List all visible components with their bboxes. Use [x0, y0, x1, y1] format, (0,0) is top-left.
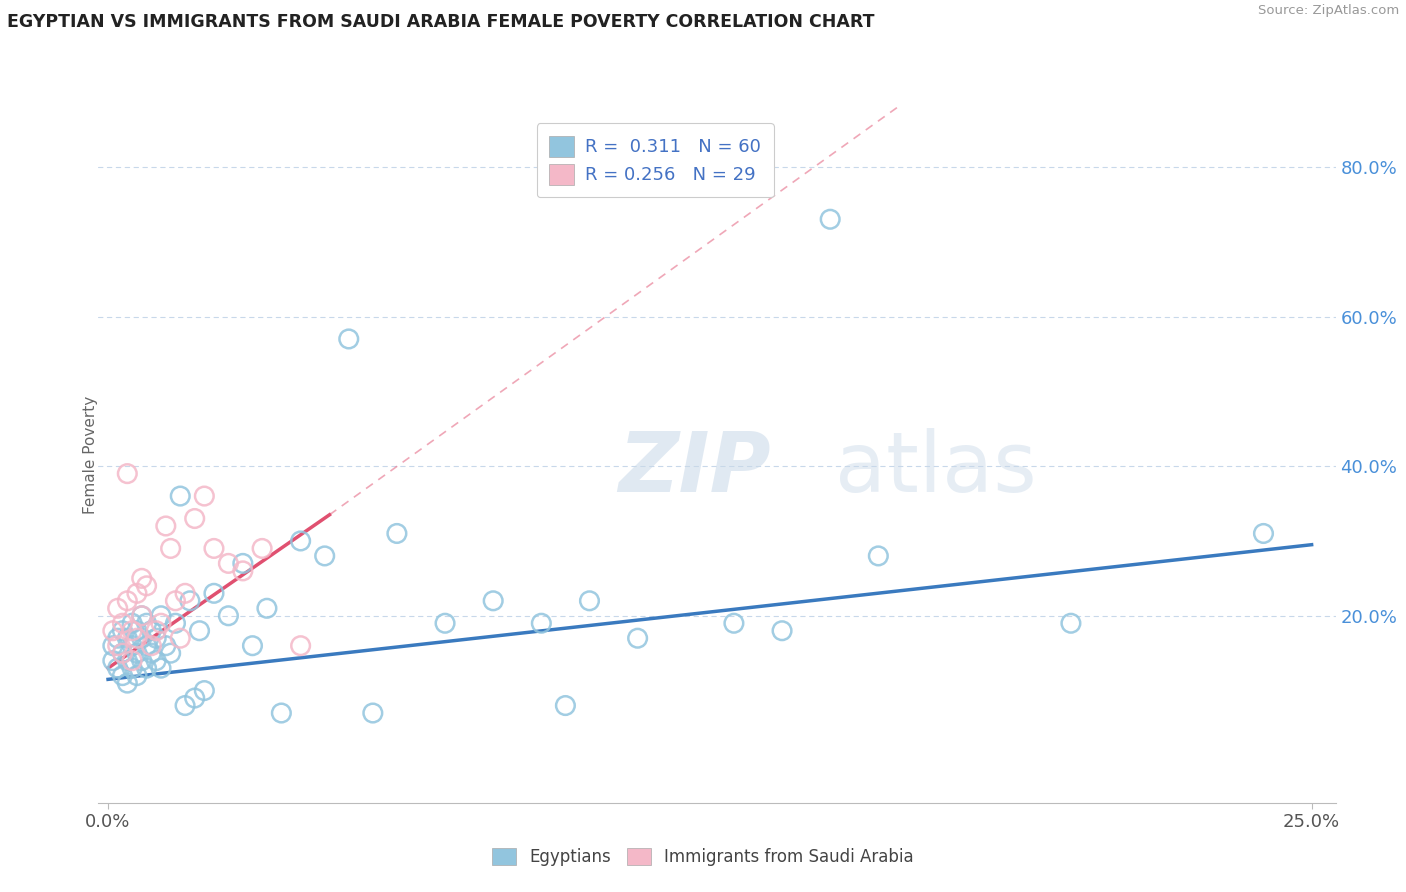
Point: [183, 511, 205, 525]
Point: [141, 646, 163, 660]
Point: [165, 616, 187, 631]
Y-axis label: Female Poverty: Female Poverty: [83, 396, 97, 514]
Point: [337, 332, 360, 346]
Point: [385, 526, 408, 541]
Point: [578, 594, 600, 608]
Point: [135, 616, 157, 631]
Point: [155, 639, 177, 653]
Point: [111, 624, 134, 638]
Point: [121, 661, 143, 675]
Point: [117, 676, 139, 690]
Point: [188, 624, 211, 638]
Point: [193, 489, 215, 503]
Point: [482, 594, 505, 608]
Point: [554, 698, 576, 713]
Point: [165, 594, 187, 608]
Point: [174, 698, 197, 713]
Point: [141, 624, 163, 638]
Point: [131, 608, 153, 623]
Point: [145, 654, 167, 668]
Point: [1253, 526, 1275, 541]
Point: [723, 616, 745, 631]
Point: [107, 661, 129, 675]
Point: [121, 624, 143, 638]
Point: [290, 533, 312, 548]
Point: [107, 639, 129, 653]
Text: Source: ZipAtlas.com: Source: ZipAtlas.com: [1258, 4, 1399, 18]
Text: EGYPTIAN VS IMMIGRANTS FROM SAUDI ARABIA FEMALE POVERTY CORRELATION CHART: EGYPTIAN VS IMMIGRANTS FROM SAUDI ARABIA…: [7, 13, 875, 31]
Point: [434, 616, 457, 631]
Point: [217, 557, 239, 571]
Point: [131, 654, 153, 668]
Point: [121, 639, 143, 653]
Point: [361, 706, 384, 720]
Point: [159, 541, 181, 556]
Point: [117, 654, 139, 668]
Point: [145, 631, 167, 645]
Point: [125, 586, 148, 600]
Point: [111, 646, 134, 660]
Point: [179, 594, 201, 608]
Point: [145, 624, 167, 638]
Point: [232, 564, 254, 578]
Point: [141, 639, 163, 653]
Point: [242, 639, 264, 653]
Point: [125, 624, 148, 638]
Point: [250, 541, 273, 556]
Point: [627, 631, 650, 645]
Point: [125, 646, 148, 660]
Point: [770, 624, 793, 638]
Point: [131, 631, 153, 645]
Point: [107, 601, 129, 615]
Point: [101, 639, 124, 653]
Point: [101, 624, 124, 638]
Point: [131, 608, 153, 623]
Point: [125, 631, 148, 645]
Point: [107, 631, 129, 645]
Point: [117, 631, 139, 645]
Point: [290, 639, 312, 653]
Point: [150, 608, 173, 623]
Point: [193, 683, 215, 698]
Point: [121, 654, 143, 668]
Point: [868, 549, 890, 563]
Point: [256, 601, 278, 615]
Text: atlas: atlas: [835, 428, 1036, 509]
Point: [232, 557, 254, 571]
Point: [135, 579, 157, 593]
Point: [111, 616, 134, 631]
Text: ZIP: ZIP: [619, 428, 770, 509]
Point: [183, 691, 205, 706]
Point: [530, 616, 553, 631]
Point: [111, 646, 134, 660]
Point: [202, 586, 225, 600]
Point: [111, 668, 134, 682]
Point: [101, 654, 124, 668]
Point: [1060, 616, 1083, 631]
Point: [150, 661, 173, 675]
Legend: R =  0.311   N = 60, R = 0.256   N = 29: R = 0.311 N = 60, R = 0.256 N = 29: [537, 123, 773, 197]
Point: [125, 668, 148, 682]
Point: [121, 616, 143, 631]
Point: [135, 639, 157, 653]
Point: [270, 706, 292, 720]
Legend: Egyptians, Immigrants from Saudi Arabia: Egyptians, Immigrants from Saudi Arabia: [484, 840, 922, 875]
Point: [217, 608, 239, 623]
Point: [135, 661, 157, 675]
Point: [202, 541, 225, 556]
Point: [159, 646, 181, 660]
Point: [818, 212, 841, 227]
Point: [117, 594, 139, 608]
Point: [169, 631, 191, 645]
Point: [174, 586, 197, 600]
Point: [169, 489, 191, 503]
Point: [150, 616, 173, 631]
Point: [117, 467, 139, 481]
Point: [131, 571, 153, 585]
Point: [314, 549, 336, 563]
Point: [155, 519, 177, 533]
